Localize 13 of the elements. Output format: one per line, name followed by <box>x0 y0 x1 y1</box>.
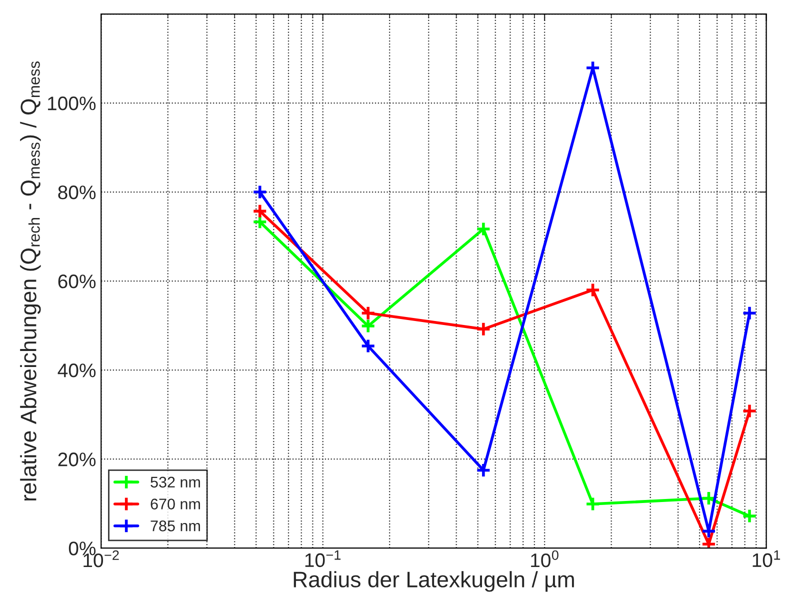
legend-label: 670 nm <box>150 498 200 510</box>
x-tick-label: 10$^{1}$ <box>752 550 780 568</box>
x-tick-label: 10$^{−1}$ <box>305 550 341 568</box>
y-tick-label: 60% <box>58 274 96 288</box>
legend-label: 532 nm <box>150 476 200 488</box>
x-tick-label: 10$^{0}$ <box>531 550 558 568</box>
legend-label: 785 nm <box>150 520 200 532</box>
y-tick-label: 40% <box>58 364 96 378</box>
y-tick-label: 80% <box>58 186 96 200</box>
y-axis-title: relative Abweichungen (Q$_{rech}$ - Q$_{mess}$) / Q$_{mess}$ <box>20 61 41 500</box>
y-tick-label: 100% <box>48 96 96 110</box>
y-tick-label: 20% <box>58 452 96 466</box>
x-axis-title: Radius der Latexkugeln / µm <box>294 571 574 592</box>
